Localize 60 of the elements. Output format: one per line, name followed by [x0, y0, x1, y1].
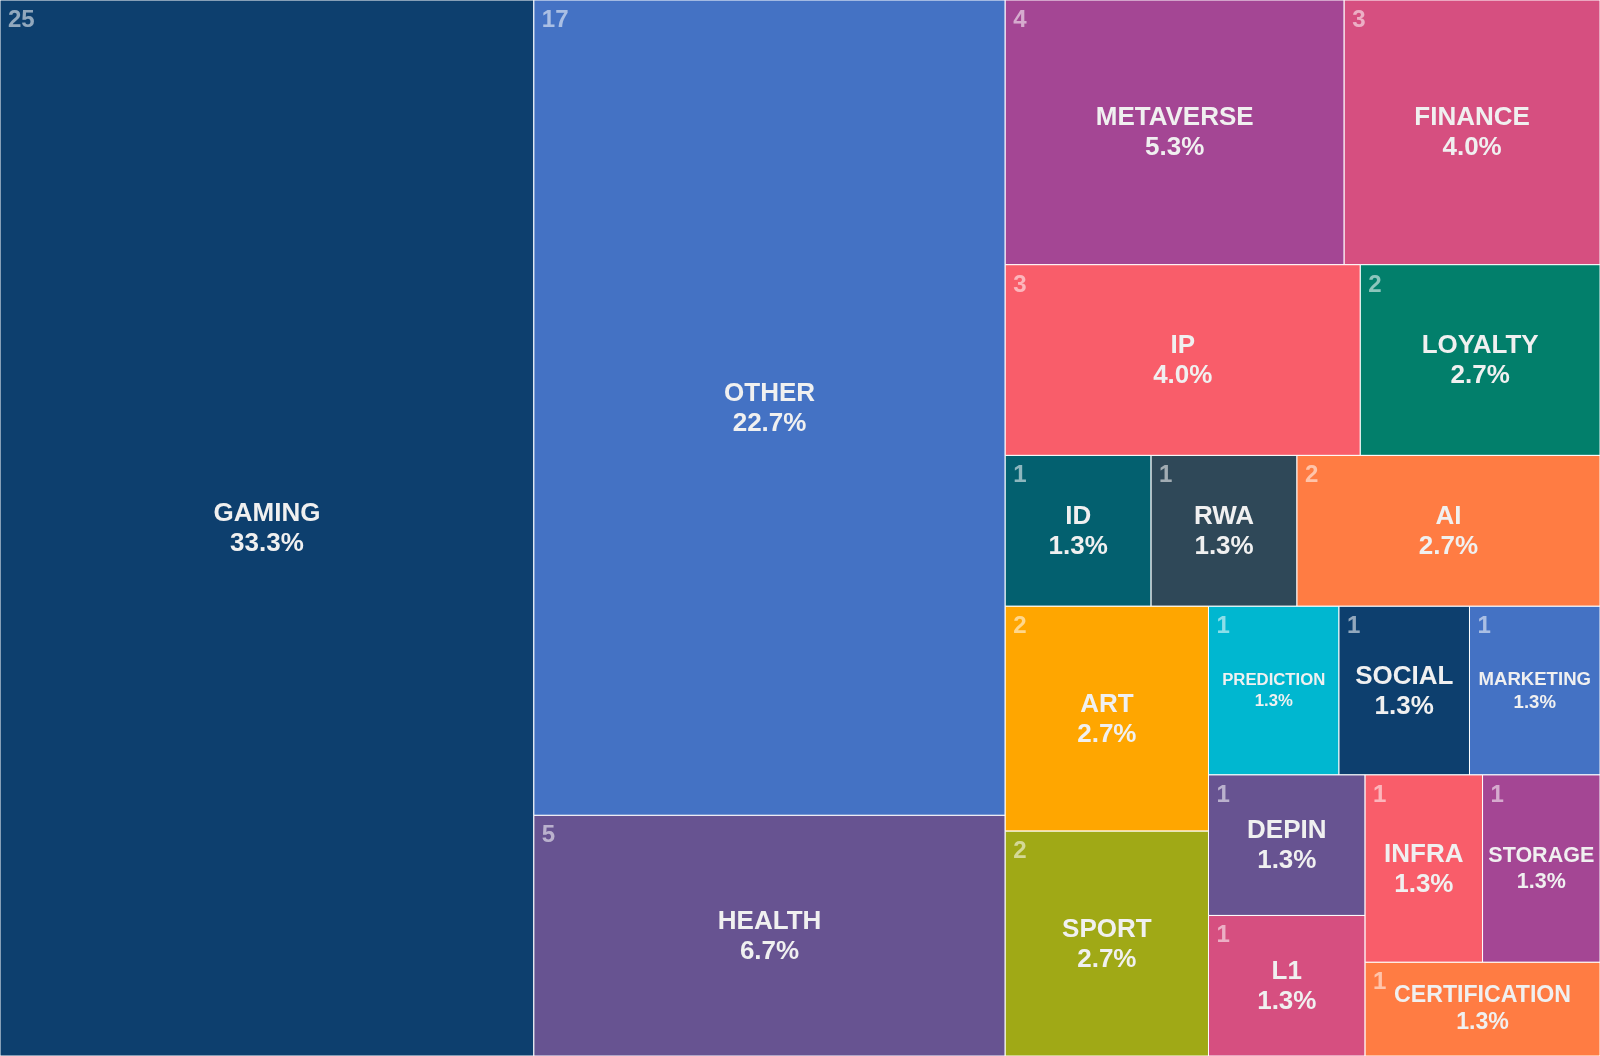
category-label: SPORT: [1062, 912, 1152, 943]
text: 1: [1159, 460, 1173, 488]
data-label: 5.3%: [1145, 131, 1205, 162]
data-label: 22.7%: [732, 406, 807, 437]
category-label: ID: [1065, 499, 1092, 530]
category-label: GAMING: [213, 497, 321, 527]
data-label: 1.3%: [1456, 1008, 1509, 1035]
data-label: 1.3%: [1513, 690, 1557, 712]
data-label: 1.3%: [1194, 529, 1254, 560]
data-label: 1.3%: [1394, 867, 1454, 898]
data-label: 6.7%: [739, 934, 800, 965]
text: 5: [541, 820, 556, 848]
data-label: 2.7%: [1077, 942, 1137, 973]
text: 1: [1373, 967, 1387, 995]
category-label: FINANCE: [1414, 101, 1530, 132]
category-label: SOCIAL: [1355, 659, 1454, 690]
data-label: 1.3%: [1516, 868, 1566, 893]
text: 1: [1216, 611, 1230, 639]
category-label: METAVERSE: [1095, 101, 1254, 132]
data-label: 4.0%: [1442, 131, 1502, 162]
data-label: 2.7%: [1450, 359, 1510, 390]
category-label: L1: [1271, 954, 1302, 985]
text: 2: [1304, 460, 1319, 488]
text: 3: [1013, 269, 1027, 297]
data-label: 1.3%: [1254, 690, 1293, 710]
text: 25: [8, 5, 35, 32]
category-label: HEALTH: [717, 904, 822, 935]
data-label: 4.0%: [1153, 359, 1213, 390]
category-label: RWA: [1193, 499, 1255, 530]
text: 1: [1477, 611, 1491, 639]
category-label: PREDICTION: [1222, 669, 1326, 689]
text: 1: [1216, 779, 1230, 807]
text: 1: [1216, 920, 1230, 948]
text: 3: [1352, 5, 1366, 32]
data-label: 1.3%: [1048, 529, 1108, 560]
text: 2: [1013, 611, 1027, 639]
category-label: DEPIN: [1247, 814, 1327, 845]
category-label: CERTIFICATION: [1394, 981, 1572, 1008]
text: 2: [1013, 836, 1027, 864]
data-label: 2.7%: [1077, 717, 1137, 748]
data-label: 1.3%: [1257, 984, 1317, 1015]
text: 4: [1013, 5, 1028, 32]
category-label: IP: [1170, 329, 1196, 360]
category-label: MARKETING: [1478, 667, 1591, 689]
data-label: 1.3%: [1257, 844, 1317, 875]
text: 1: [1013, 460, 1027, 488]
category-label: STORAGE: [1488, 842, 1595, 867]
category-label: ART: [1080, 687, 1134, 718]
category-label: OTHER: [724, 376, 816, 407]
text: 1: [1347, 611, 1361, 639]
data-label: 33.3%: [230, 527, 304, 557]
text: 17: [541, 5, 569, 32]
category-label: LOYALTY: [1421, 329, 1539, 360]
text: 1: [1490, 779, 1504, 807]
data-label: 1.3%: [1374, 689, 1434, 720]
data-label: 2.7%: [1418, 529, 1479, 560]
text: 1: [1373, 779, 1387, 807]
text: 2: [1368, 269, 1382, 297]
category-label: AI: [1435, 499, 1462, 530]
category-label: INFRA: [1384, 837, 1464, 868]
